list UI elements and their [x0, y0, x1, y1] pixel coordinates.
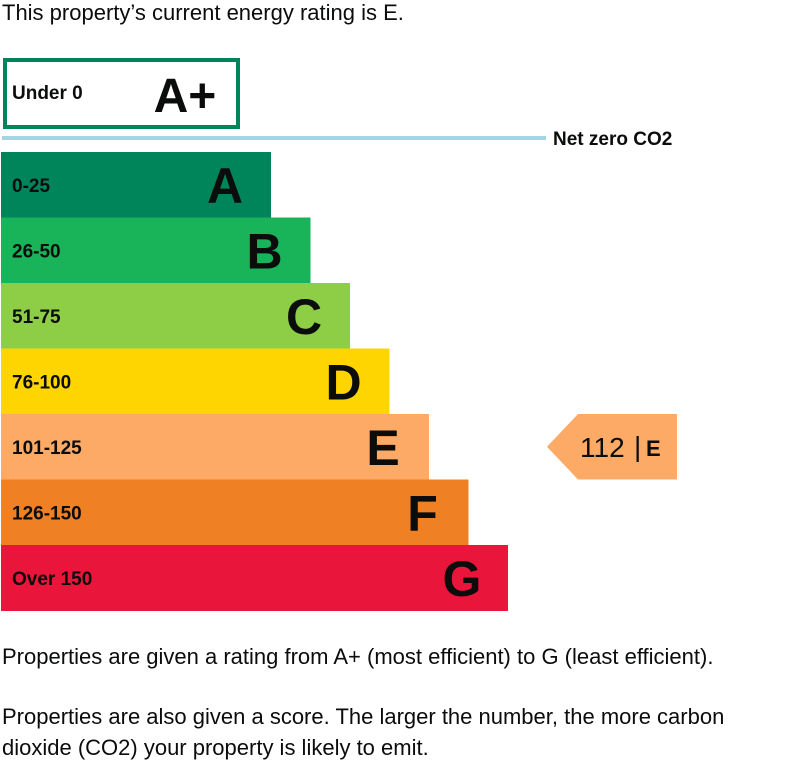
band-b-range: 26-50: [12, 241, 61, 262]
band-f-letter: F: [407, 485, 438, 541]
current-rating-band: E: [646, 436, 661, 461]
band-e-letter: E: [366, 420, 399, 476]
band-e-range: 101-125: [12, 438, 82, 459]
net-zero-label: Net zero CO2: [553, 129, 672, 150]
band-aplus-bar: [3, 58, 240, 129]
band-g-range: Over 150: [12, 569, 92, 590]
band-c-range: 51-75: [12, 307, 61, 328]
band-aplus-letter: A+: [154, 70, 217, 123]
band-f-range: 126-150: [12, 503, 82, 524]
current-rating-arrow: [547, 414, 677, 480]
intro-text: This property’s current energy rating is…: [2, 0, 404, 25]
rating-explanation: Properties are given a rating from A+ (m…: [2, 644, 714, 669]
band-b-bar: [1, 217, 311, 284]
band-aplus-range: Under 0: [12, 83, 83, 104]
band-g-bar: [1, 545, 508, 611]
score-explanation: Properties are also given a score. The l…: [2, 704, 725, 760]
band-a-bar: [1, 152, 271, 218]
energy-rating-chart: Under 0 A+ Net zero CO2 0-25 A 26-50 B 51-75 C 76…: [1, 58, 677, 611]
band-b-letter: B: [246, 223, 282, 279]
band-a-range: 0-25: [12, 176, 50, 197]
band-c-bar: [1, 283, 350, 349]
band-e-bar: [1, 414, 429, 480]
band-d-bar: [1, 348, 390, 415]
band-f-bar: [1, 479, 469, 546]
band-g-letter: G: [443, 551, 482, 607]
band-d-letter: D: [325, 354, 361, 410]
current-rating-separator: |: [634, 431, 641, 462]
band-a-letter: A: [207, 158, 243, 214]
current-rating-score: 112: [580, 432, 625, 463]
band-d-range: 76-100: [12, 372, 71, 393]
band-c-letter: C: [286, 289, 322, 345]
